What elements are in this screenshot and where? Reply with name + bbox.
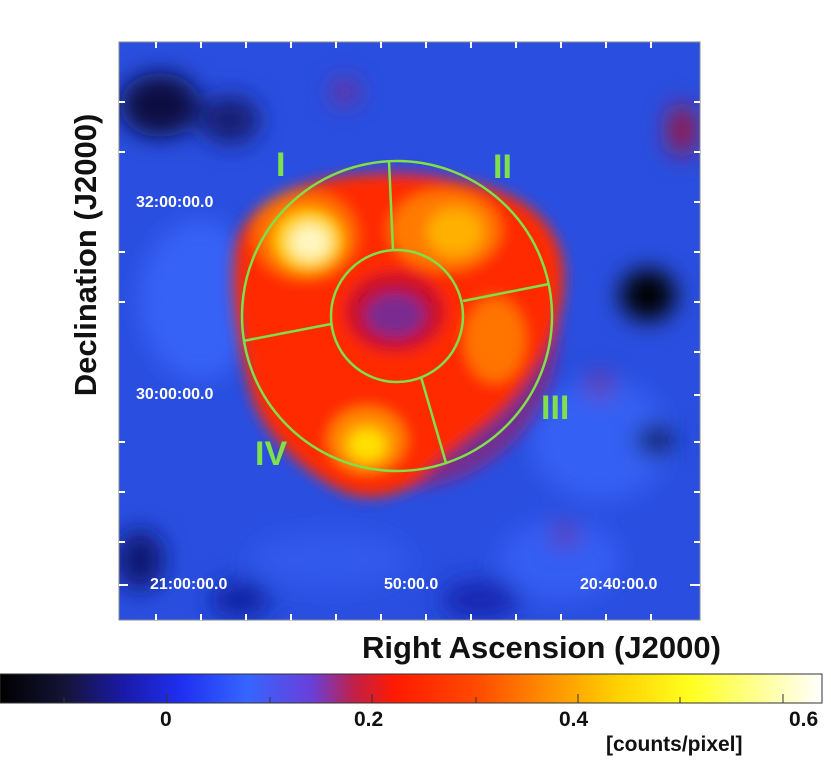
region-outlines [240, 159, 554, 473]
region-label-i: I [276, 146, 286, 184]
ra-tick-label: 20:40:00.0 [580, 576, 658, 593]
ra-tick-label: 21:00:00.0 [150, 576, 228, 593]
colorbar-unit-label: [counts/pixel] [606, 733, 743, 756]
region-label-ii: II [493, 148, 512, 186]
colorbar-tick-label: 0.2 [354, 708, 384, 731]
colorbar [0, 673, 823, 704]
image-frame [118, 41, 701, 621]
region-label-iii: III [541, 389, 570, 427]
dec-tick-label: 32:00:00.0 [136, 194, 214, 211]
colorbar-ticks [63, 694, 784, 703]
sector-divider-left [242, 322, 332, 343]
colorbar-tick-label: 0 [160, 708, 172, 731]
sector-divider-top [387, 160, 395, 251]
x-axis-title: Right Ascension (J2000) [362, 630, 721, 665]
sector-divider-bottom [419, 376, 448, 464]
colorbar-tick-label: 0.4 [559, 708, 589, 731]
sky-image [119, 42, 700, 620]
colorbar-tick-label: 0.6 [789, 708, 819, 731]
frame-ticks [119, 42, 700, 620]
inner-region-circle [329, 248, 465, 384]
outer-region-circle [240, 159, 554, 473]
y-axis-title: Declination (J2000) [68, 113, 103, 397]
dec-tick-label: 30:00:00.0 [136, 386, 214, 403]
region-label-iv: IV [255, 435, 288, 473]
sector-divider-right [462, 282, 550, 303]
ra-tick-label: 50:00.0 [384, 576, 439, 593]
